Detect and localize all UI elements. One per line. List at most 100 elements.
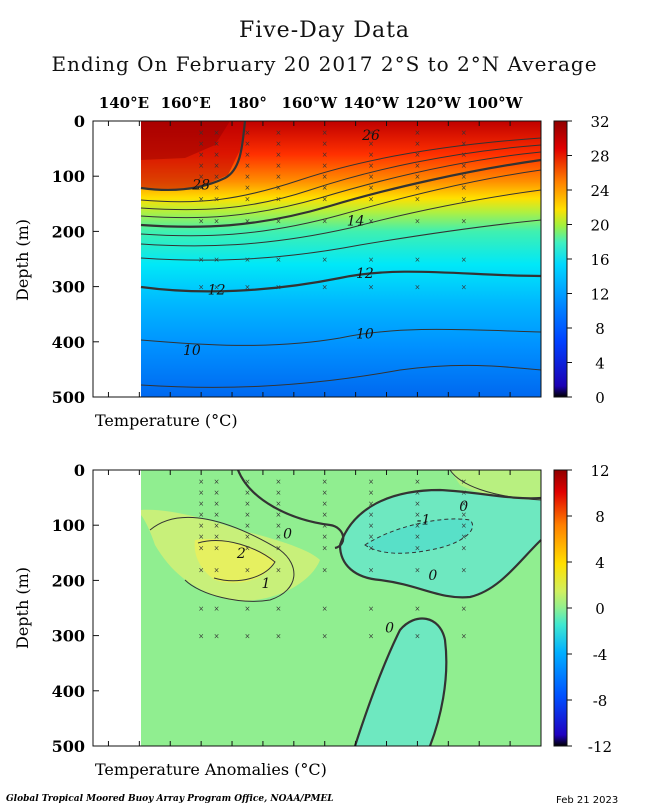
- sample-marker: ×: [275, 217, 281, 225]
- sample-marker: ×: [214, 151, 220, 159]
- isotherm-26: [140, 137, 542, 203]
- colorbar-tick-label: 12: [590, 286, 609, 304]
- colorbar-tick-label: -12: [588, 738, 612, 756]
- sample-marker: ×: [414, 173, 420, 181]
- sample-marker: ×: [414, 478, 420, 486]
- sample-marker: ×: [245, 522, 251, 530]
- sample-marker: ×: [275, 500, 281, 508]
- isotherm-10: [140, 328, 542, 346]
- contour-label: 10: [183, 343, 201, 359]
- x-tick-label: 160°E: [161, 94, 211, 112]
- sample-marker: ×: [275, 173, 281, 181]
- sample-marker: ×: [461, 478, 467, 486]
- colorbar-tick-label: 0: [595, 389, 605, 407]
- colorbar-tick-label: -4: [593, 646, 608, 664]
- sample-marker: ×: [275, 489, 281, 497]
- sample-marker: ×: [461, 217, 467, 225]
- sample-marker: ×: [368, 129, 374, 137]
- sample-marker: ×: [414, 605, 420, 613]
- sample-marker: ×: [198, 489, 204, 497]
- sample-marker: ×: [368, 533, 374, 541]
- panel2-xlabel: Temperature Anomalies (°C): [95, 760, 327, 779]
- contour-label: 0: [459, 499, 468, 515]
- sample-marker: ×: [461, 256, 467, 264]
- colorbar-tick-label: 32: [590, 113, 609, 131]
- sample-marker: ×: [198, 633, 204, 641]
- anomaly-contour-2: [197, 540, 276, 582]
- sample-marker: ×: [461, 129, 467, 137]
- sample-marker: ×: [414, 522, 420, 530]
- anomaly-positive-east: [450, 470, 541, 500]
- sample-marker: ×: [214, 544, 220, 552]
- sample-marker: ×: [214, 217, 220, 225]
- sample-marker: ×: [245, 162, 251, 170]
- contour-label: 26: [361, 128, 380, 144]
- isotherm-14: [140, 219, 542, 261]
- y-tick-label: 400: [52, 682, 85, 701]
- sample-marker: ×: [275, 195, 281, 203]
- sample-marker: ×: [198, 605, 204, 613]
- x-tick-label: 140°W: [343, 94, 400, 112]
- sample-marker: ×: [322, 173, 328, 181]
- isotherm-8: [140, 364, 542, 388]
- sample-marker: ×: [245, 256, 251, 264]
- sample-marker: ×: [198, 129, 204, 137]
- panel1-xlabel: Temperature (°C): [95, 411, 238, 430]
- sample-marker: ×: [414, 129, 420, 137]
- sample-marker: ×: [275, 284, 281, 292]
- sample-marker: ×: [322, 195, 328, 203]
- colorbar-tick-label: 20: [590, 217, 609, 235]
- sample-marker: ×: [275, 605, 281, 613]
- panel1-ylabel: Depth (m): [13, 219, 32, 301]
- y-tick-label: 0: [74, 461, 85, 480]
- sample-marker: ×: [414, 566, 420, 574]
- isotherm-20: [140, 158, 542, 228]
- sample-marker: ×: [275, 522, 281, 530]
- x-tick-label: 120°W: [405, 94, 462, 112]
- sample-marker: ×: [214, 478, 220, 486]
- colorbar-tick-label: -8: [593, 692, 608, 710]
- sample-marker: ×: [461, 566, 467, 574]
- colorbar-tick-label: 24: [590, 182, 609, 200]
- contour-label: 2: [236, 546, 246, 562]
- sample-marker: ×: [275, 184, 281, 192]
- sample-marker: ×: [275, 162, 281, 170]
- sample-marker: ×: [275, 633, 281, 641]
- sample-marker: ×: [461, 195, 467, 203]
- y-tick-label: 500: [52, 388, 85, 407]
- contour-label: 0: [283, 526, 292, 542]
- sample-marker: ×: [198, 533, 204, 541]
- sample-marker: ×: [322, 284, 328, 292]
- sample-marker: ×: [214, 162, 220, 170]
- sample-marker: ×: [245, 151, 251, 159]
- sample-marker: ×: [461, 151, 467, 159]
- sample-marker: ×: [461, 633, 467, 641]
- sample-marker: ×: [198, 511, 204, 519]
- anomaly-contour-0-east: [449, 469, 542, 501]
- contour-label: 12: [208, 282, 226, 298]
- sample-marker: ×: [322, 500, 328, 508]
- sample-marker: ×: [368, 195, 374, 203]
- sample-marker: ×: [214, 511, 220, 519]
- sample-marker: ×: [461, 173, 467, 181]
- temperature-panel: 26 28 14 12 12 10 10 × × × × × × × × × × × × × × × × × × × × × × × × × ×…: [13, 112, 610, 430]
- sample-marker: ×: [368, 522, 374, 530]
- sample-marker: ×: [198, 478, 204, 486]
- anomaly-panel: 0000-121××××××××××××××××××××××××××××××××…: [13, 461, 612, 779]
- colorbar-tick-label: 4: [595, 554, 605, 572]
- sample-marker: ×: [414, 500, 420, 508]
- sample-marker: ×: [322, 217, 328, 225]
- colorbar-temperature: [553, 120, 568, 398]
- sample-marker: ×: [461, 533, 467, 541]
- sample-marker: ×: [368, 184, 374, 192]
- sample-marker: ×: [368, 284, 374, 292]
- y-tick-label: 0: [74, 112, 85, 131]
- sample-marker: ×: [414, 633, 420, 641]
- contour-label: 0: [385, 620, 394, 636]
- sample-marker: ×: [214, 533, 220, 541]
- chart-title: Five-Day Data: [238, 18, 411, 43]
- sample-marker: ×: [245, 478, 251, 486]
- sample-marker: ×: [198, 522, 204, 530]
- sample-marker: ×: [245, 633, 251, 641]
- sample-marker: ×: [275, 566, 281, 574]
